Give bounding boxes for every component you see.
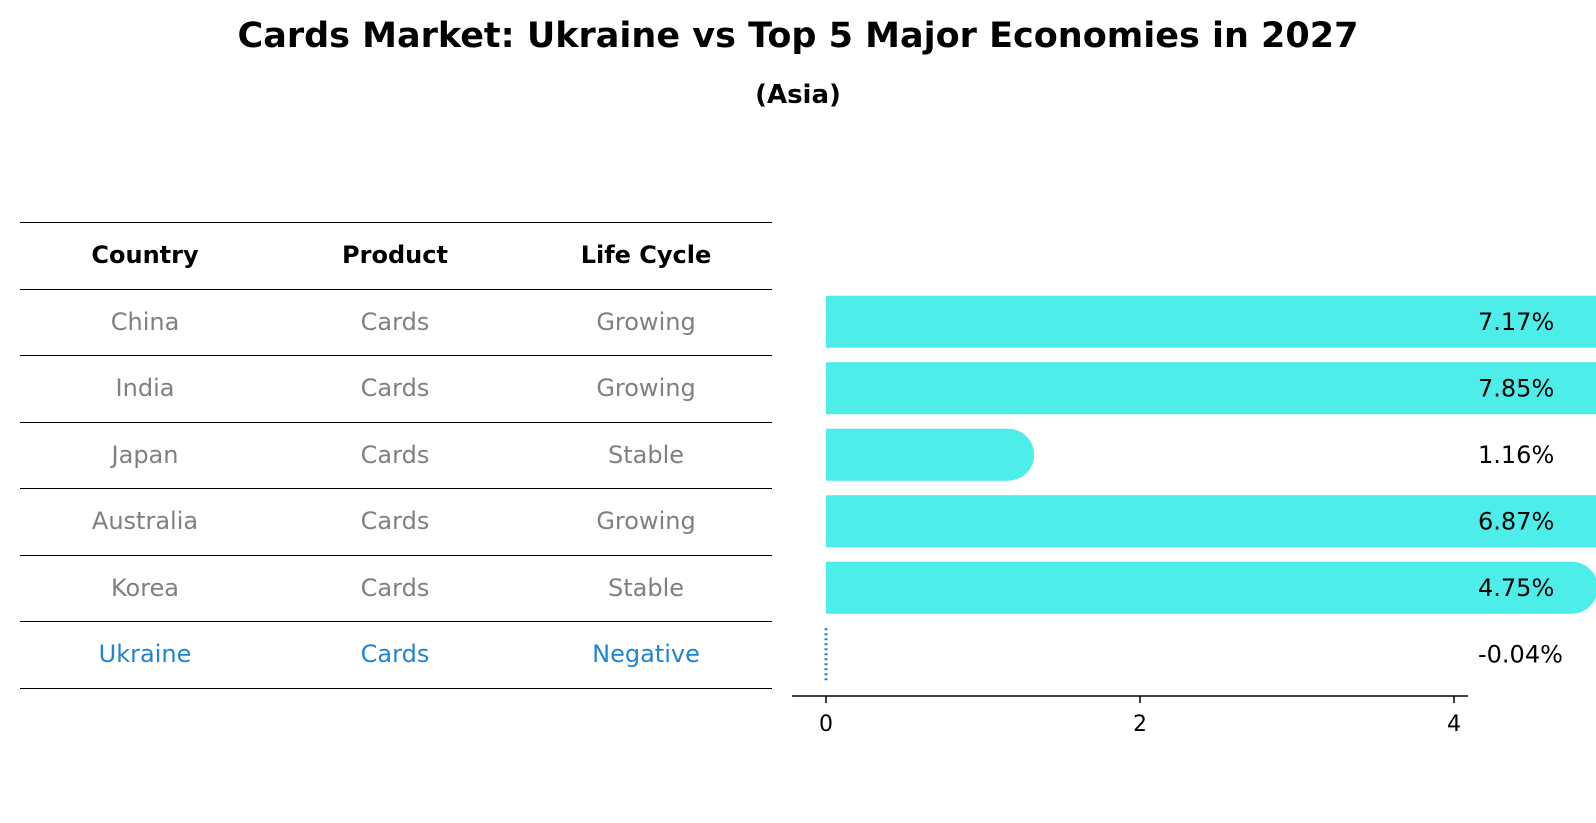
table-cell: Stable xyxy=(607,573,685,602)
table-rule xyxy=(20,621,772,622)
value-label: 7.85% xyxy=(1478,374,1554,402)
value-label: 6.87% xyxy=(1478,507,1554,535)
table-cell: Japan xyxy=(111,440,179,469)
table-cell: Australia xyxy=(91,507,199,536)
table-cell: Cards xyxy=(360,640,430,669)
table-header-cell: Product xyxy=(342,241,448,270)
table-cell: Negative xyxy=(592,640,700,669)
table-rule xyxy=(20,355,772,356)
bar-australia xyxy=(826,495,1596,548)
table-header-cell: Life Cycle xyxy=(580,241,712,270)
table-rule xyxy=(20,554,772,556)
table-cell: India xyxy=(115,374,175,403)
table-rule xyxy=(20,421,772,423)
value-label: 7.17% xyxy=(1478,308,1554,336)
value-label: 1.16% xyxy=(1478,441,1554,469)
value-label: 4.75% xyxy=(1478,574,1554,602)
table-cell: Growing xyxy=(596,374,696,403)
table-cell: Cards xyxy=(360,374,430,403)
table-cell: Stable xyxy=(607,440,685,469)
bar-china xyxy=(826,295,1596,348)
table-rule xyxy=(20,288,772,290)
table-cell: Growing xyxy=(596,307,696,336)
table-cell: Korea xyxy=(110,573,180,602)
table-rule xyxy=(20,488,772,489)
table-cell: Cards xyxy=(360,440,430,469)
table-cell: Cards xyxy=(360,507,430,536)
table-cell: China xyxy=(110,307,180,336)
x-tick-label: 4 xyxy=(1447,712,1461,737)
chart-title: Cards Market: Ukraine vs Top 5 Major Eco… xyxy=(237,16,1359,56)
bar-japan xyxy=(826,428,1035,481)
table-cell: Cards xyxy=(360,307,430,336)
table-cell: Growing xyxy=(596,507,696,536)
table-cell: Ukraine xyxy=(98,640,192,669)
chart-subtitle: (Asia) xyxy=(755,80,841,110)
table-rule xyxy=(20,687,772,689)
bar-india xyxy=(826,362,1596,415)
x-tick-label: 0 xyxy=(819,712,833,737)
table-header-cell: Country xyxy=(91,241,199,270)
x-tick-label: 2 xyxy=(1133,712,1147,737)
table-cell: Cards xyxy=(360,573,430,602)
table-rule xyxy=(20,222,772,223)
bar-korea xyxy=(826,561,1596,614)
value-label: -0.04% xyxy=(1478,640,1563,668)
